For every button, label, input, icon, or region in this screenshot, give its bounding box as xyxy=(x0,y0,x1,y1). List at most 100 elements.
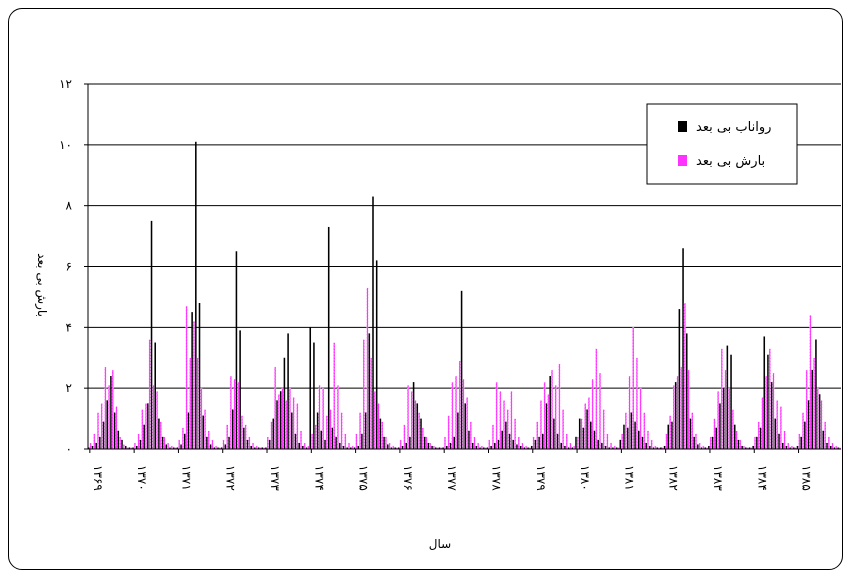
rainfall-bar xyxy=(322,387,325,450)
rainfall-bar xyxy=(525,445,528,450)
rainfall-bar xyxy=(587,397,590,450)
runoff-bar xyxy=(449,442,452,449)
runoff-bar xyxy=(759,427,762,449)
runoff-bar xyxy=(342,445,345,449)
rainfall-bar xyxy=(145,403,147,450)
runoff-bar xyxy=(715,427,718,449)
runoff-bar xyxy=(158,418,160,449)
runoff-bar xyxy=(460,290,463,449)
rainfall-bar xyxy=(418,412,421,450)
rainfall-bar xyxy=(621,433,624,450)
rainfall-bar xyxy=(606,433,609,450)
runoff-bar xyxy=(464,403,467,450)
y-tick-label: ۱۰ xyxy=(59,138,72,152)
runoff-bar xyxy=(542,433,544,449)
runoff-bar xyxy=(206,436,208,449)
runoff-bar xyxy=(678,309,681,449)
rainfall-bar xyxy=(469,421,472,450)
runoff-bar xyxy=(383,436,385,449)
rainfall-bar xyxy=(215,445,218,450)
rainfall-bar xyxy=(683,302,686,450)
rainfall-bar xyxy=(776,400,779,450)
x-tick-label: ۱۳۶۹ xyxy=(91,465,105,491)
chart-frame xyxy=(8,8,843,570)
x-tick-label: ۱۳۸۰ xyxy=(578,465,592,491)
rainfall-bar xyxy=(159,421,162,450)
runoff-bar xyxy=(494,442,496,449)
legend-swatch-runoff xyxy=(678,121,687,132)
rainfall-bar xyxy=(192,321,195,450)
rainfall-bar xyxy=(377,403,380,450)
runoff-bar xyxy=(519,445,522,449)
rainfall-bar xyxy=(573,445,576,450)
runoff-bar xyxy=(172,447,175,449)
x-tick-label: ۱۳۷۷ xyxy=(445,465,459,491)
rainfall-bar xyxy=(635,357,638,450)
runoff-bar xyxy=(316,412,319,449)
runoff-bar xyxy=(124,445,127,449)
runoff-bar xyxy=(390,447,393,449)
runoff-bar xyxy=(195,141,197,450)
rainfall-bar xyxy=(480,445,483,450)
runoff-bar xyxy=(213,447,216,449)
runoff-bar xyxy=(372,196,374,449)
runoff-bar xyxy=(512,439,515,450)
rainfall-bar xyxy=(359,412,362,450)
rainfall-bar xyxy=(388,442,391,450)
runoff-bar xyxy=(807,400,810,449)
runoff-bar xyxy=(645,442,647,449)
rainfall-bar xyxy=(340,412,343,450)
legend-label-rainfall: بارش بی بعد xyxy=(696,154,765,169)
runoff-bar xyxy=(708,445,710,449)
rainfall-bar xyxy=(543,381,546,450)
rainfall-bar xyxy=(654,445,657,450)
runoff-bar xyxy=(674,382,677,449)
runoff-bar xyxy=(704,447,706,449)
runoff-bar xyxy=(99,436,101,449)
runoff-bar xyxy=(298,442,300,449)
rainfall-bar xyxy=(491,424,494,450)
rainfall-bar xyxy=(539,400,542,450)
runoff-bar xyxy=(774,418,777,449)
x-axis-title: سال xyxy=(429,537,451,551)
runoff-bar xyxy=(468,430,470,449)
rainfall-bar xyxy=(270,421,273,450)
legend-swatch-rainfall xyxy=(678,155,687,166)
rainfall-bar xyxy=(551,369,553,450)
rainfall-bar xyxy=(119,436,122,450)
runoff-bar xyxy=(737,439,740,450)
runoff-bar xyxy=(346,447,348,449)
runoff-bar xyxy=(313,342,315,449)
runoff-bar xyxy=(530,445,533,449)
runoff-bar xyxy=(302,445,304,449)
y-axis-title: بارش بی بعد xyxy=(34,253,49,317)
rainfall-bar xyxy=(351,445,354,450)
runoff-bar xyxy=(730,354,732,449)
rainfall-bar xyxy=(288,387,291,450)
rainfall-bar xyxy=(274,366,277,450)
runoff-bar xyxy=(121,439,123,450)
runoff-bar xyxy=(800,436,802,449)
x-tick-label: ۱۳۷۵ xyxy=(357,465,371,491)
rainfall-bar xyxy=(163,436,166,450)
runoff-bar xyxy=(593,430,596,449)
runoff-bar xyxy=(154,342,156,449)
rainfall-bar xyxy=(591,378,594,450)
runoff-bar xyxy=(235,251,238,449)
runoff-bar xyxy=(634,421,636,450)
runoff-bar xyxy=(401,445,404,449)
x-tick-label: ۱۳۸۵ xyxy=(800,465,814,491)
rainfall-bar xyxy=(344,433,347,450)
runoff-bar xyxy=(663,445,666,449)
runoff-bar xyxy=(364,412,367,449)
rainfall-bar xyxy=(196,357,199,450)
x-tick-label: ۱۳۷۲ xyxy=(224,465,238,491)
runoff-bar xyxy=(505,421,507,450)
rainfall-bar xyxy=(728,387,731,450)
runoff-bar xyxy=(91,445,94,449)
rainfall-bar xyxy=(403,424,406,450)
rainfall-bar xyxy=(181,427,184,450)
runoff-bar xyxy=(475,445,478,449)
runoff-bar xyxy=(523,447,526,449)
